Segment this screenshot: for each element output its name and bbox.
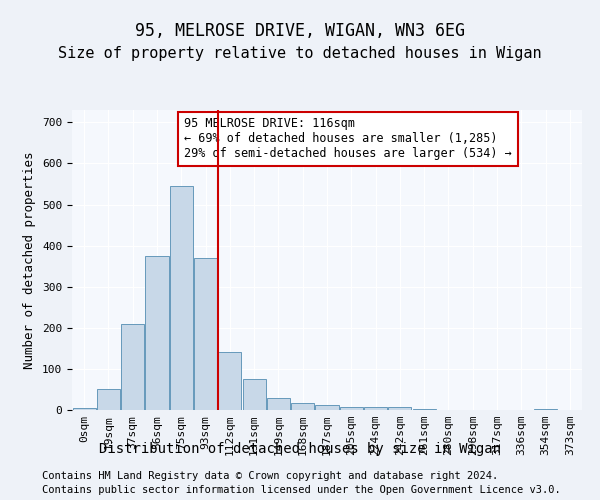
Bar bbox=[242, 379, 266, 410]
Bar bbox=[73, 408, 95, 410]
Bar bbox=[340, 406, 363, 410]
Bar bbox=[291, 403, 314, 410]
Text: Size of property relative to detached houses in Wigan: Size of property relative to detached ho… bbox=[58, 46, 542, 61]
Text: Distribution of detached houses by size in Wigan: Distribution of detached houses by size … bbox=[99, 442, 501, 456]
Text: Contains HM Land Registry data © Crown copyright and database right 2024.: Contains HM Land Registry data © Crown c… bbox=[42, 471, 498, 481]
Bar bbox=[267, 398, 290, 410]
Bar bbox=[145, 256, 169, 410]
Bar bbox=[97, 390, 120, 410]
Bar bbox=[413, 409, 436, 410]
Bar bbox=[218, 352, 241, 410]
Bar bbox=[170, 186, 193, 410]
Bar bbox=[194, 258, 217, 410]
Text: 95, MELROSE DRIVE, WIGAN, WN3 6EG: 95, MELROSE DRIVE, WIGAN, WN3 6EG bbox=[135, 22, 465, 40]
Bar bbox=[121, 324, 144, 410]
Text: 95 MELROSE DRIVE: 116sqm
← 69% of detached houses are smaller (1,285)
29% of sem: 95 MELROSE DRIVE: 116sqm ← 69% of detach… bbox=[184, 118, 512, 160]
Bar bbox=[316, 405, 338, 410]
Bar bbox=[534, 409, 557, 410]
Y-axis label: Number of detached properties: Number of detached properties bbox=[23, 151, 37, 369]
Bar bbox=[364, 406, 387, 410]
Bar bbox=[388, 407, 412, 410]
Text: Contains public sector information licensed under the Open Government Licence v3: Contains public sector information licen… bbox=[42, 485, 561, 495]
